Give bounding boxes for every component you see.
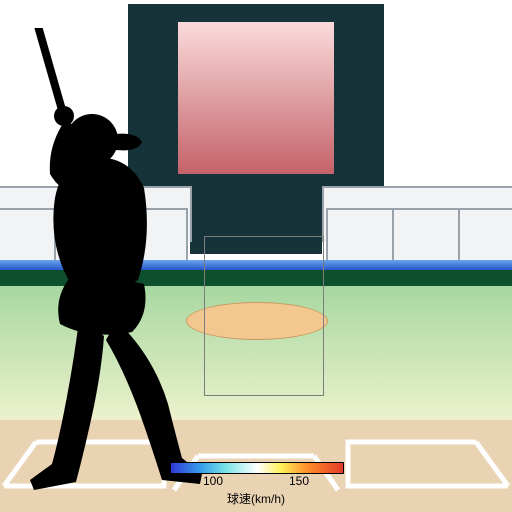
pitch-location-stage: 100 150 球速(km/h): [0, 0, 512, 512]
stands-section: [0, 208, 56, 262]
scoreboard-screen: [178, 22, 334, 174]
stands-section: [122, 208, 188, 262]
stands-section: [326, 208, 392, 262]
stands-section: [56, 208, 122, 262]
stands-section: [392, 208, 458, 262]
velocity-colorbar-label: 球速(km/h): [170, 490, 342, 507]
velocity-colorbar: [170, 462, 344, 474]
stands-section: [458, 208, 512, 262]
strike-zone: [204, 236, 324, 396]
